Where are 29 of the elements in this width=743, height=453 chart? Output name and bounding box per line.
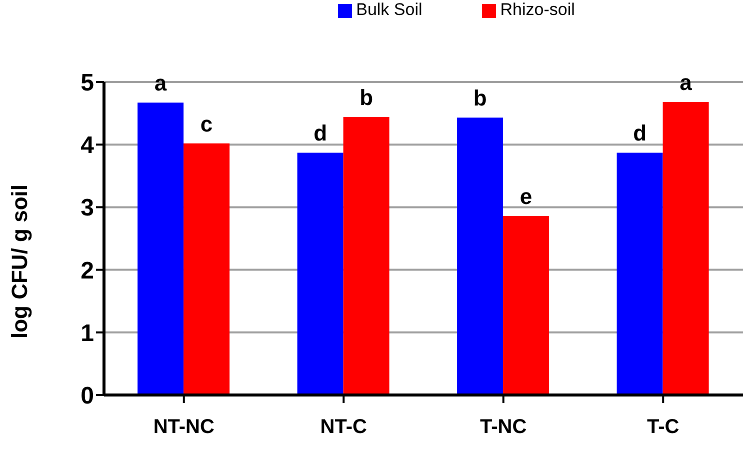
x-tick-label: T-C — [647, 416, 680, 438]
legend-label: Bulk Soil — [356, 0, 422, 19]
bar — [184, 143, 230, 395]
annotation: d — [314, 120, 328, 146]
y-tick-label: 3 — [80, 194, 94, 222]
annotation: a — [154, 70, 168, 96]
bar — [503, 216, 550, 395]
y-tick-label: 4 — [80, 132, 95, 160]
annotation: c — [200, 111, 213, 136]
bar — [616, 152, 663, 395]
annotation: a — [680, 70, 693, 96]
y-axis-title: log CFU/ g soil — [6, 184, 32, 338]
bar — [138, 102, 184, 395]
bar — [343, 117, 390, 395]
annotation: b — [360, 85, 374, 110]
annotation: e — [520, 184, 532, 209]
y-tick-label: 1 — [80, 320, 94, 347]
bar — [297, 152, 344, 395]
legend-label: Rhizo-soil — [500, 0, 575, 19]
bar — [662, 102, 709, 395]
annotation: b — [473, 86, 487, 111]
x-tick-label: NT-C — [320, 416, 367, 438]
y-tick-label: 0 — [80, 382, 94, 410]
y-tick-label: 5 — [80, 70, 94, 97]
x-tick-label: T-NC — [480, 416, 527, 438]
annotation: d — [633, 120, 647, 146]
y-tick-label: 2 — [80, 257, 94, 284]
x-tick-label: NT-NC — [153, 416, 214, 438]
bar — [457, 118, 504, 395]
